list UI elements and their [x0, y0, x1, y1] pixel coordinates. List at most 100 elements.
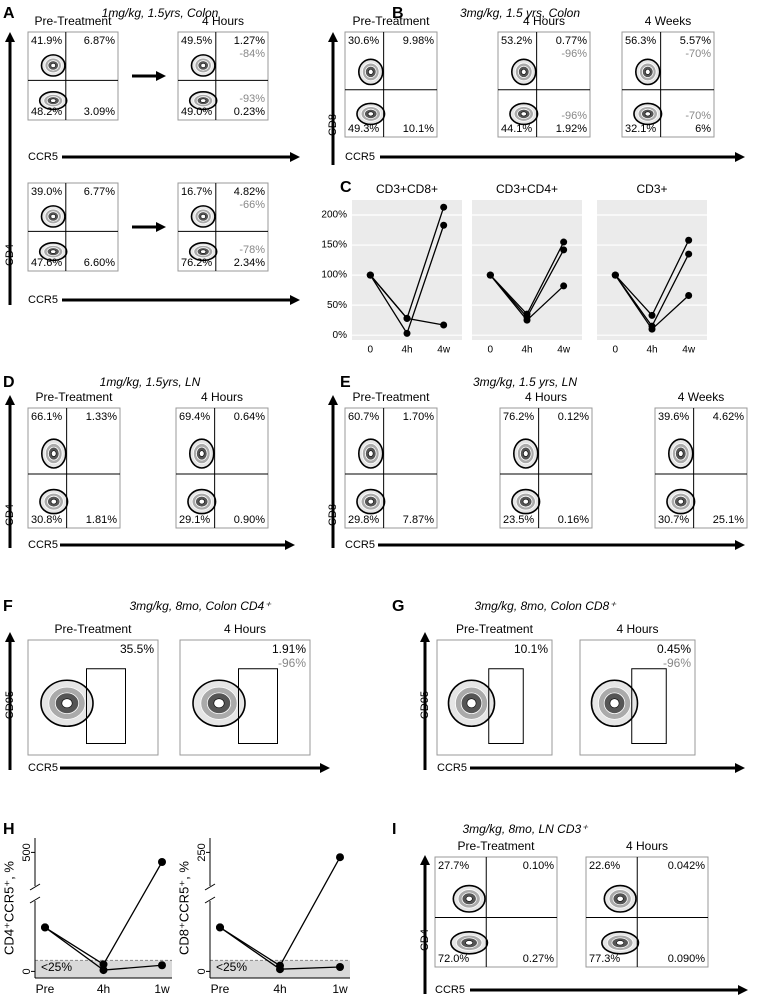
quadrant-change: -96%	[561, 110, 587, 122]
quadrant-percent: 4.82%	[234, 186, 265, 198]
arrow-head	[420, 632, 430, 642]
quadrant-percent: 44.1%	[501, 123, 532, 135]
plot-frame	[175, 407, 269, 529]
data-point	[648, 311, 656, 319]
quadrant-percent: 30.6%	[348, 35, 379, 47]
plot-title: Pre-Treatment	[36, 390, 114, 404]
quadrant-percent: 49.3%	[348, 123, 379, 135]
arrow-head	[735, 763, 745, 773]
x-axis-label: CCR5	[28, 294, 58, 306]
quadrant-change: -78%	[239, 244, 265, 256]
threshold-label: <25%	[41, 960, 72, 974]
contour	[200, 249, 207, 254]
arrow-head	[5, 632, 15, 642]
contour	[521, 69, 527, 75]
quadrant-percent: 0.12%	[558, 411, 589, 423]
y-tick-label: 0	[196, 968, 208, 974]
quadrant-percent: 10.1%	[403, 123, 434, 135]
quadrant-percent: 0.10%	[523, 860, 554, 872]
data-point	[276, 965, 284, 974]
x-axis-label: CCR5	[435, 984, 465, 996]
quadrant-percent: 29.8%	[348, 514, 379, 526]
quadrant-percent: 0.64%	[234, 411, 265, 423]
arrow-head	[735, 540, 745, 550]
quadrant-percent: 41.9%	[31, 35, 62, 47]
quadrant-percent: 32.1%	[625, 123, 656, 135]
facet-title: CD3+	[636, 182, 667, 196]
arrow-head	[285, 540, 295, 550]
contour	[644, 111, 651, 117]
quadrant-percent: 0.77%	[556, 35, 587, 47]
quadrant-percent: 6.87%	[84, 35, 115, 47]
quadrant-percent: 0.27%	[523, 953, 554, 965]
x-tick-label: 4h	[521, 345, 532, 356]
axis-break	[204, 883, 216, 891]
gate-percent: 0.45%	[657, 642, 691, 656]
plot-title: Pre-Treatment	[456, 622, 534, 636]
y-axis-label: CD95	[419, 691, 431, 719]
y-axis-label: CD8⁺CCR5⁺, %	[176, 861, 191, 955]
quadrant-percent: 39.6%	[658, 411, 689, 423]
y-tick-label: 250	[196, 843, 208, 861]
x-tick-label: 0	[368, 345, 374, 356]
panel-letter: D	[3, 374, 15, 391]
quadrant-percent: 76.2%	[503, 411, 534, 423]
quadrant-percent: 22.6%	[589, 860, 620, 872]
plot-title: 4 Hours	[525, 390, 567, 404]
x-axis-label: CCR5	[345, 151, 375, 163]
y-axis-label: CD4	[419, 929, 431, 951]
plot-frame	[344, 31, 438, 138]
quadrant-percent: 69.4%	[179, 411, 210, 423]
quadrant-percent: 66.1%	[31, 411, 62, 423]
quadrant-percent: 49.0%	[181, 106, 212, 118]
quadrant-change: -70%	[685, 48, 711, 60]
arrow-head	[290, 295, 300, 305]
contour	[616, 940, 625, 946]
x-tick-label: 4w	[557, 345, 571, 356]
x-tick-label: 4w	[437, 345, 451, 356]
x-axis-label: CCR5	[345, 539, 375, 551]
plot-title: 4 Hours	[523, 14, 565, 28]
quadrant-percent: 1.27%	[234, 35, 265, 47]
arrow-head	[328, 32, 338, 42]
data-point	[336, 853, 344, 862]
data-point	[523, 316, 531, 324]
data-point	[336, 963, 344, 971]
contour	[213, 698, 225, 709]
panel-title: 3mg/kg, 8mo, LN CD3⁺	[462, 822, 589, 836]
plot-title: Pre-Treatment	[353, 390, 431, 404]
panel-title: 3mg/kg, 8mo, Colon CD8⁺	[474, 599, 617, 613]
quadrant-percent: 77.3%	[589, 953, 620, 965]
data-point	[403, 314, 411, 322]
quadrant-percent: 4.62%	[713, 411, 744, 423]
quadrant-percent: 1.70%	[403, 411, 434, 423]
contour	[466, 698, 477, 709]
plot-title: 4 Weeks	[678, 390, 724, 404]
data-point	[685, 236, 693, 244]
plot-frame	[27, 407, 121, 529]
contour	[200, 63, 206, 68]
plot-frame	[497, 31, 591, 138]
arrow-head	[156, 71, 166, 81]
x-tick-label: 0	[613, 345, 619, 356]
quadrant-percent: 16.7%	[181, 186, 212, 198]
panel-title: 3mg/kg, 8mo, Colon CD4⁺	[129, 599, 272, 613]
data-point	[216, 923, 224, 932]
x-tick-label: Pre	[211, 982, 230, 996]
quadrant-percent: 3.09%	[84, 106, 115, 118]
x-axis-label: CCR5	[437, 762, 467, 774]
contour	[616, 895, 624, 902]
y-tick-label: 100%	[321, 270, 347, 281]
panel-letter: E	[340, 374, 351, 391]
contour	[367, 498, 374, 505]
contour	[522, 498, 529, 505]
threshold-label: <25%	[216, 960, 247, 974]
x-tick-label: 4h	[273, 982, 286, 996]
quadrant-percent: 29.1%	[179, 514, 210, 526]
plot-title: 4 Hours	[626, 839, 668, 853]
panel-letter: G	[392, 598, 404, 615]
data-point	[685, 292, 693, 300]
panel-title: 1mg/kg, 1.5yrs, Colon	[102, 6, 219, 20]
y-tick-label: 150%	[321, 240, 347, 251]
panel-letter: B	[392, 5, 404, 22]
